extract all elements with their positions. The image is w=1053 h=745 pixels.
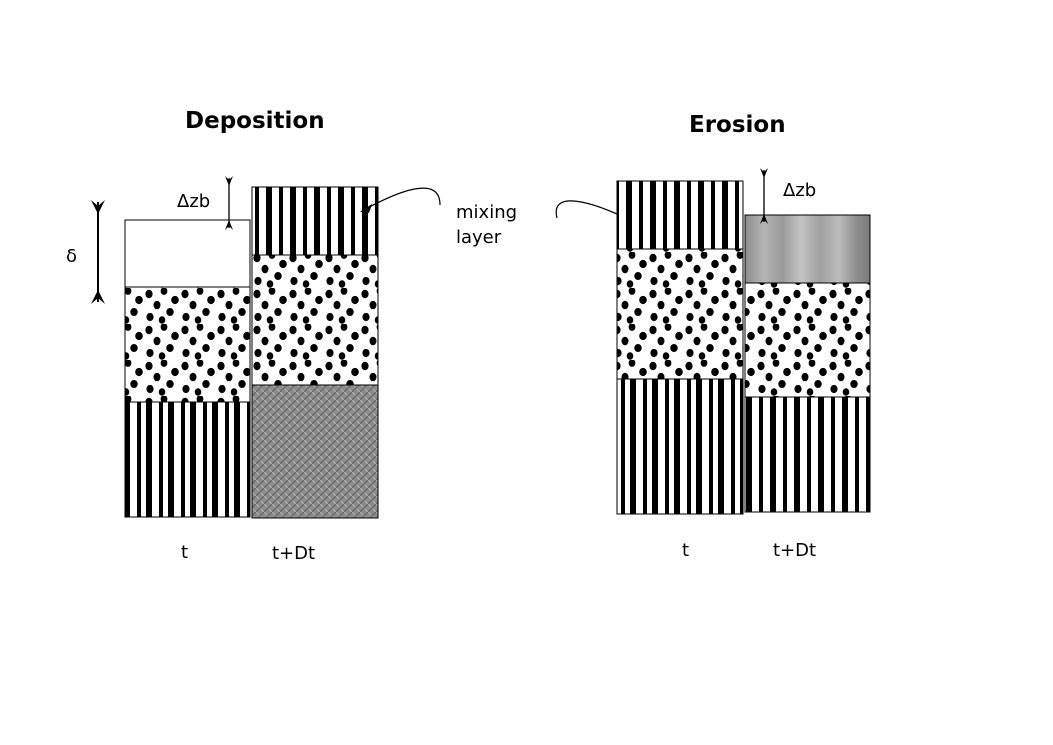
erosion-column-t	[616, 180, 744, 515]
deposition-tdt-layer-stripes	[251, 186, 379, 256]
deposition-time-t: t	[181, 542, 188, 563]
deposition-t-layer-stripes	[124, 401, 251, 518]
mixing-leader-left	[360, 187, 441, 213]
erosion-t-layer-stripes-top	[616, 180, 744, 250]
erosion-title: Erosion	[689, 112, 786, 138]
erosion-time-tdt: t+Dt	[773, 540, 816, 561]
erosion-tdt-layer-stripes	[744, 396, 871, 513]
mixing-label-line1: mixing	[456, 202, 517, 223]
erosion-t-layer-dots	[616, 248, 744, 380]
deposition-t-layer-dots	[124, 286, 251, 403]
mixing-label-line2: layer	[456, 227, 502, 248]
deposition-title: Deposition	[185, 108, 325, 134]
erosion-column-t-plus-dt	[744, 214, 871, 513]
delta-arrow	[91, 200, 105, 304]
erosion-t-layer-stripes-bottom	[616, 378, 744, 515]
deposition-dzb-arrow	[225, 176, 233, 230]
deposition-t-layer-blank	[124, 219, 251, 288]
erosion-time-t: t	[682, 540, 689, 561]
deposition-dzb-label: Δzb	[177, 191, 210, 212]
deposition-tdt-layer-dots	[251, 254, 379, 386]
erosion-tdt-layer-gray	[744, 214, 871, 284]
deposition-column-t	[124, 219, 251, 518]
erosion-dzb-label: Δzb	[783, 180, 816, 201]
deposition-tdt-layer-gray	[251, 384, 379, 519]
deposition-column-t-plus-dt	[251, 186, 379, 519]
erosion-dzb-arrow	[760, 168, 768, 224]
erosion-tdt-layer-dots	[744, 282, 871, 398]
deposition-time-tdt: t+Dt	[272, 543, 315, 564]
delta-label: δ	[66, 246, 77, 267]
